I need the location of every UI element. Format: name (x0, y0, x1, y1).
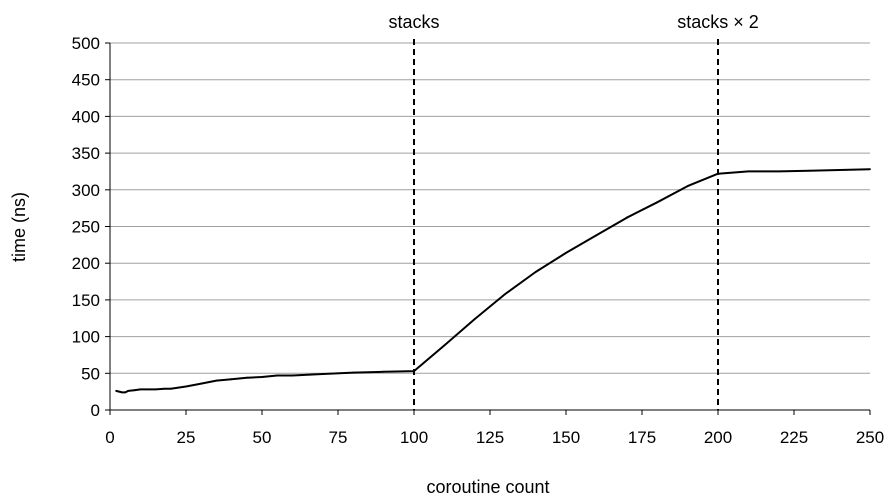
y-tick-label-500: 500 (72, 34, 100, 53)
data-point (200, 382, 203, 385)
y-tick-label-50: 50 (81, 364, 100, 383)
data-point (625, 216, 628, 219)
x-tick-label-75: 75 (329, 428, 348, 447)
x-tick-label-50: 50 (253, 428, 272, 447)
data-point (276, 374, 279, 377)
data-point (656, 201, 659, 204)
y-tick-label-200: 200 (72, 254, 100, 273)
data-point (118, 390, 120, 393)
x-tick-label-250: 250 (856, 428, 884, 447)
data-point (838, 169, 841, 171)
annotation-label-1: stacks (388, 12, 439, 32)
data-point (127, 390, 130, 392)
data-point (443, 344, 446, 347)
x-tick-label-150: 150 (552, 428, 580, 447)
y-tick-label-150: 150 (72, 291, 100, 310)
data-point (808, 169, 811, 172)
data-point (473, 318, 476, 320)
data-point (139, 388, 142, 391)
grid-lines (110, 42, 870, 374)
data-point (413, 370, 415, 372)
data-point (565, 252, 567, 254)
data-point (115, 390, 117, 392)
y-tick-label-0: 0 (91, 401, 100, 420)
x-axis-label: coroutine count (426, 477, 549, 497)
tick-marks-and-labels: 0 50 100 150 200 250 300 350 400 450 500 0 25 50 75 100… (72, 34, 885, 447)
data-point (686, 185, 689, 188)
data-point (747, 170, 750, 173)
x-tick-label-175: 175 (628, 428, 656, 447)
data-point (121, 391, 124, 394)
annotation-label-2: stacks × 2 (677, 12, 759, 32)
annotation-lines: stacks stacks × 2 (388, 12, 759, 410)
data-point (382, 370, 385, 373)
y-axis-label: time (ns) (9, 192, 29, 262)
data-point (163, 387, 166, 390)
data-point (504, 293, 507, 295)
data-point (261, 376, 263, 378)
x-tick-label-125: 125 (476, 428, 504, 447)
data-point (215, 379, 218, 382)
data-point (352, 371, 355, 374)
x-tick-label-225: 225 (780, 428, 808, 447)
data-point (291, 374, 294, 377)
data-point (124, 391, 127, 394)
x-tick-label-200: 200 (704, 428, 732, 447)
y-tick-label-250: 250 (72, 218, 100, 237)
data-point (145, 388, 148, 391)
data-point (534, 271, 537, 273)
data-series (115, 168, 871, 394)
series-line-1 (115, 168, 871, 394)
x-tick-label-0: 0 (105, 428, 114, 447)
data-point (133, 389, 136, 392)
y-tick-label-450: 450 (72, 71, 100, 90)
y-tick-label-300: 300 (72, 181, 100, 200)
data-point (717, 172, 719, 175)
y-tick-label-350: 350 (72, 144, 100, 163)
x-tick-label-100: 100 (400, 428, 428, 447)
y-tick-label-400: 400 (72, 107, 100, 126)
data-point (869, 168, 871, 171)
x-tick-label-25: 25 (177, 428, 196, 447)
data-point (595, 234, 598, 237)
data-point (230, 378, 233, 381)
data-point (777, 170, 780, 173)
data-point (154, 388, 157, 391)
data-point (185, 385, 187, 388)
data-point (169, 387, 172, 390)
data-point (321, 373, 324, 375)
y-tick-label-100: 100 (72, 328, 100, 347)
data-point (245, 376, 248, 379)
